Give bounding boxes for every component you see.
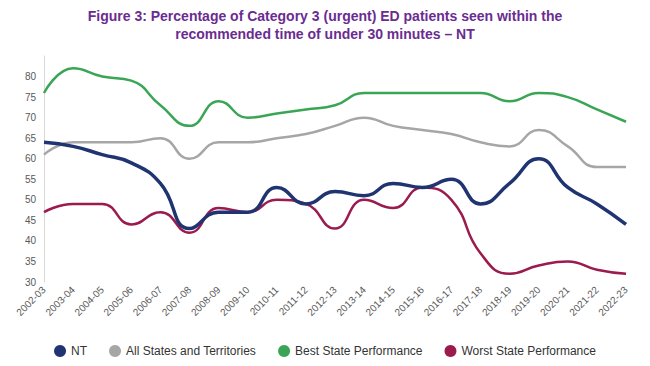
svg-text:2004-05: 2004-05 <box>72 284 106 318</box>
svg-text:2012-13: 2012-13 <box>305 284 339 318</box>
svg-text:Worst State Performance: Worst State Performance <box>461 344 596 358</box>
svg-text:2007-08: 2007-08 <box>160 284 194 318</box>
svg-text:2022-23: 2022-23 <box>596 284 630 318</box>
svg-text:2003-04: 2003-04 <box>43 284 77 318</box>
svg-text:2010-11: 2010-11 <box>248 284 281 317</box>
svg-text:60: 60 <box>25 153 37 164</box>
svg-text:45: 45 <box>25 215 37 226</box>
svg-text:2013-14: 2013-14 <box>334 284 368 318</box>
svg-text:50: 50 <box>25 194 37 205</box>
svg-text:2002-03: 2002-03 <box>14 284 48 318</box>
svg-text:2021-22: 2021-22 <box>567 284 601 318</box>
svg-text:55: 55 <box>25 174 37 185</box>
svg-text:30: 30 <box>25 277 37 288</box>
svg-text:Figure 3: Percentage of Catego: Figure 3: Percentage of Category 3 (urge… <box>88 8 563 24</box>
svg-text:2009-10: 2009-10 <box>218 284 252 318</box>
svg-text:Best State Performance: Best State Performance <box>295 344 423 358</box>
svg-text:2019-20: 2019-20 <box>509 284 543 318</box>
svg-text:2020-21: 2020-21 <box>538 284 572 318</box>
svg-text:2014-15: 2014-15 <box>363 284 397 318</box>
svg-text:80: 80 <box>25 71 37 82</box>
svg-text:75: 75 <box>25 92 37 103</box>
svg-text:All States and Territories: All States and Territories <box>126 344 256 358</box>
svg-text:2016-17: 2016-17 <box>422 284 456 318</box>
svg-text:65: 65 <box>25 133 37 144</box>
svg-text:2006-07: 2006-07 <box>131 284 165 318</box>
svg-text:2015-16: 2015-16 <box>392 284 426 318</box>
svg-text:35: 35 <box>25 256 37 267</box>
svg-text:40: 40 <box>25 235 37 246</box>
svg-text:recommended time of under 30 m: recommended time of under 30 minutes – N… <box>175 26 475 42</box>
svg-text:2017-18: 2017-18 <box>451 284 485 318</box>
svg-text:2008-09: 2008-09 <box>189 284 223 318</box>
svg-text:2011-12: 2011-12 <box>277 284 310 317</box>
svg-text:2005-06: 2005-06 <box>101 284 135 318</box>
svg-text:70: 70 <box>25 112 37 123</box>
svg-text:2018-19: 2018-19 <box>480 284 514 318</box>
svg-text:NT: NT <box>71 344 88 358</box>
